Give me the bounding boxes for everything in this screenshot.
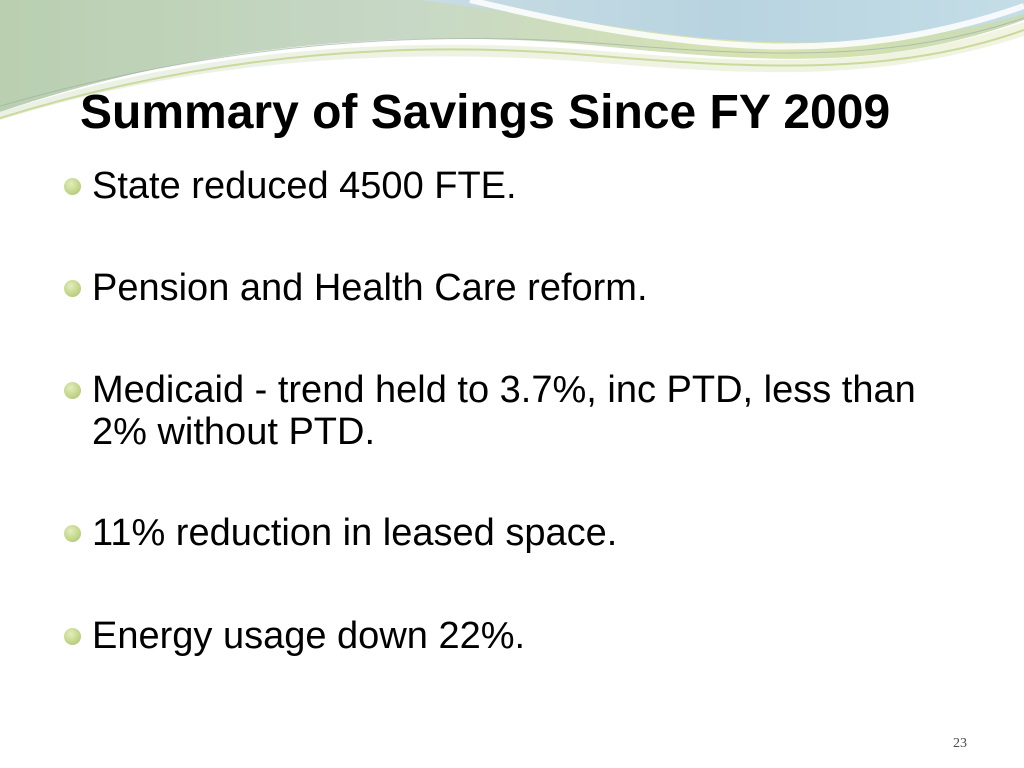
wave-highlight [469,0,1024,50]
page-number: 23 [953,736,967,751]
header-wave-decoration [0,0,1024,120]
bullet-text: Medicaid - trend held to 3.7%, inc PTD, … [92,369,916,453]
bullet-dot-icon [64,280,81,297]
bullet-item: 11% reduction in leased space. [64,512,952,554]
bullet-dot-icon [64,628,81,645]
bullet-dot-icon [64,525,81,542]
bullet-text: Pension and Health Care reform. [92,267,648,309]
slide-title: Summary of Savings Since FY 2009 [80,86,891,139]
wave-line-dark [0,17,1024,107]
bullet-text: State reduced 4500 FTE. [92,165,517,207]
bullet-item: Energy usage down 22%. [64,615,952,657]
bullet-dot-icon [64,178,81,195]
bullet-dot-icon [64,382,81,399]
bullet-text: Energy usage down 22%. [92,615,526,657]
wave-line-green [0,29,1024,119]
bullet-text: 11% reduction in leased space. [92,512,618,554]
wave-band-blue [420,0,1024,43]
wave-band-light [0,22,1024,120]
bullet-item: State reduced 4500 FTE. [64,165,952,207]
bullet-item: Medicaid - trend held to 3.7%, inc PTD, … [64,369,952,453]
bullet-item: Pension and Health Care reform. [64,267,952,309]
